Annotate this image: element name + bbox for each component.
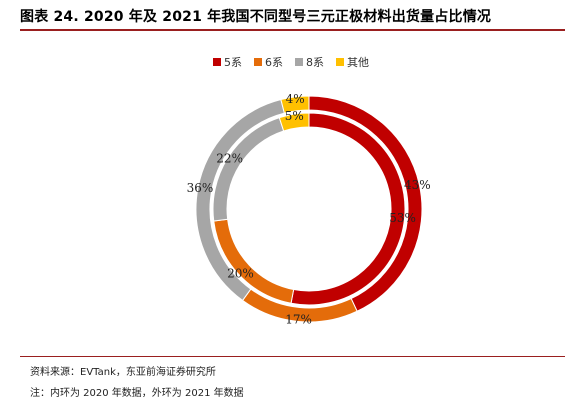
inner-label-6: 20% [227, 266, 254, 280]
inner-ring-2020 [212, 112, 406, 306]
legend-label-other: 其他 [347, 56, 369, 69]
legend-label-6: 6系 [265, 56, 283, 69]
title-underline [20, 29, 565, 31]
inner-slice-other [278, 112, 310, 132]
inner-label-8: 22% [216, 152, 243, 166]
outer-ring-2021 [195, 95, 423, 323]
outer-label-other: 4% [286, 92, 305, 106]
outer-label-5: 43% [404, 178, 431, 192]
chart-legend: 5系 6系 8系 其他 [0, 54, 582, 70]
legend-swatch-8 [295, 58, 303, 66]
legend-label-8: 8系 [306, 56, 324, 69]
chart-title: 图表 24. 2020 年及 2021 年我国不同型号三元正极材料出货量占比情况 [20, 9, 492, 25]
legend-item-other: 其他 [336, 54, 369, 70]
footer-divider [20, 356, 565, 357]
legend-swatch-5 [213, 58, 221, 66]
legend-swatch-other [336, 58, 344, 66]
legend-item-5: 5系 [213, 54, 242, 70]
inner-slice-8 [212, 117, 285, 222]
outer-slice-other [280, 95, 310, 114]
inner-label-5: 53% [389, 211, 416, 225]
legend-item-8: 8系 [295, 54, 324, 70]
outer-label-8: 36% [187, 181, 214, 195]
inner-label-other: 5% [285, 109, 304, 123]
note-text: 注：内环为 2020 年数据，外环为 2021 年数据 [30, 388, 244, 399]
legend-label-5: 5系 [224, 56, 242, 69]
source-text: 资料来源：EVTank，东亚前海证券研究所 [30, 367, 216, 378]
outer-label-6: 17% [285, 313, 312, 327]
legend-swatch-6 [254, 58, 262, 66]
data-labels: 53% 20% 22% 5% 43% 17% 36% 4% [187, 92, 431, 327]
legend-item-6: 6系 [254, 54, 283, 70]
